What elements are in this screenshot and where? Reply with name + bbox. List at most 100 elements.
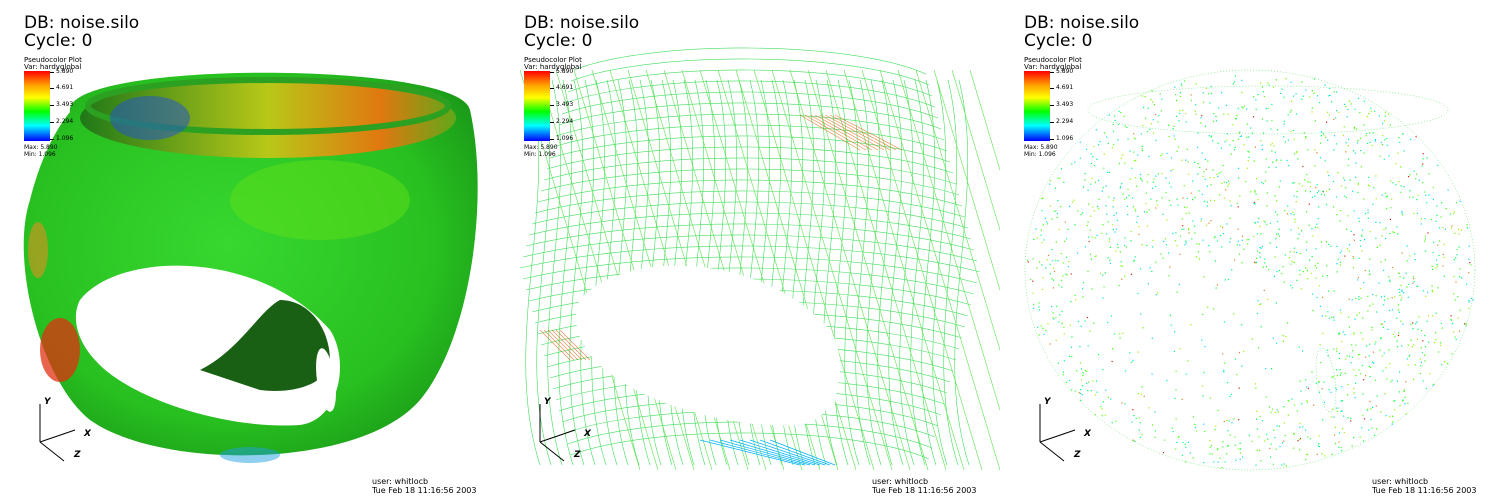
mesh-point xyxy=(1259,256,1261,258)
mesh-point xyxy=(1140,393,1142,395)
mesh-point xyxy=(1161,173,1163,175)
wire-line xyxy=(573,47,927,75)
mesh-point xyxy=(1231,422,1233,424)
mesh-point xyxy=(1363,440,1365,442)
mesh-point xyxy=(1346,248,1349,250)
mesh-point xyxy=(1157,121,1159,123)
mesh-point xyxy=(1070,301,1072,303)
mesh-point xyxy=(1188,232,1190,234)
mesh-point xyxy=(1267,298,1269,300)
wire-line xyxy=(567,69,933,97)
mesh-point xyxy=(1349,179,1351,181)
mesh-point xyxy=(1360,149,1362,152)
mesh-point xyxy=(1260,82,1262,84)
mesh-point xyxy=(1152,246,1154,248)
mesh-point xyxy=(1401,290,1403,292)
mesh-point xyxy=(1281,464,1283,466)
mesh-point xyxy=(1226,445,1229,447)
mesh-point xyxy=(1169,266,1171,268)
mesh-point xyxy=(1299,253,1301,255)
mesh-point xyxy=(1141,434,1143,436)
mesh-point xyxy=(1287,322,1289,324)
mesh-point xyxy=(1239,452,1241,454)
mesh-point xyxy=(1316,184,1318,186)
mesh-point xyxy=(1253,96,1255,98)
mesh-point xyxy=(1235,358,1237,360)
database-title: DB: noise.silo xyxy=(24,13,140,33)
mesh-point xyxy=(1218,107,1220,109)
mesh-point xyxy=(1368,429,1370,431)
mesh-point xyxy=(1350,103,1352,105)
mesh-point xyxy=(1367,408,1369,410)
mesh-point xyxy=(1398,137,1400,139)
mesh-point xyxy=(1318,435,1320,437)
mesh-point xyxy=(1056,216,1058,219)
wire-line xyxy=(570,58,930,86)
mesh-point xyxy=(1066,238,1068,240)
mesh-point xyxy=(1246,136,1248,138)
mesh-point xyxy=(1347,383,1349,386)
render-scene[interactable] xyxy=(1000,0,1500,500)
mesh-point xyxy=(1226,382,1229,384)
wire-diagonal xyxy=(825,69,947,471)
mesh-point xyxy=(1101,232,1103,234)
mesh-point xyxy=(1298,449,1301,451)
mesh-point xyxy=(1119,187,1121,189)
render-scene[interactable] xyxy=(500,0,1000,500)
mesh-point xyxy=(1213,177,1215,179)
mesh-point xyxy=(1395,163,1397,165)
mesh-point xyxy=(1367,212,1369,214)
wire-line xyxy=(899,79,915,466)
mesh-point xyxy=(1296,251,1298,253)
mesh-point xyxy=(1367,310,1369,312)
mesh-point xyxy=(1241,239,1243,241)
mesh-point xyxy=(1071,336,1073,338)
mesh-point xyxy=(1413,378,1415,380)
mesh-point xyxy=(1271,119,1273,121)
mesh-point xyxy=(1152,424,1154,426)
mesh-point xyxy=(1339,369,1341,371)
mesh-point xyxy=(1287,414,1289,416)
mesh-point xyxy=(1080,214,1082,216)
cycle-label: Cycle: 0 xyxy=(524,31,593,51)
mesh-point xyxy=(1294,404,1296,406)
mesh-point xyxy=(1246,123,1248,125)
mesh-point xyxy=(1195,256,1197,258)
mesh-point xyxy=(1353,234,1355,236)
mesh-point xyxy=(1109,171,1111,173)
wire-line xyxy=(613,79,629,466)
mesh-point xyxy=(1469,262,1471,264)
mesh-point xyxy=(1101,415,1103,417)
mesh-point xyxy=(1376,246,1378,248)
mesh-point xyxy=(1354,108,1356,110)
mesh-point xyxy=(1318,446,1320,448)
mesh-point xyxy=(1441,202,1443,204)
mesh-point xyxy=(1348,298,1350,300)
mesh-point xyxy=(1302,95,1304,97)
mesh-point xyxy=(1384,192,1386,194)
mesh-point xyxy=(1376,428,1378,430)
mesh-point xyxy=(1032,280,1034,282)
render-scene[interactable] xyxy=(0,0,500,500)
mesh-point xyxy=(1222,164,1224,167)
mesh-point xyxy=(1372,303,1374,305)
mesh-point xyxy=(1128,194,1130,197)
mesh-point xyxy=(1318,285,1320,287)
legend-tick-label: 3.493 xyxy=(556,101,574,108)
mesh-point xyxy=(1435,259,1438,261)
wire-line xyxy=(932,79,948,466)
mesh-point xyxy=(1205,87,1207,89)
wire-line xyxy=(591,79,607,466)
mesh-point xyxy=(1396,340,1398,342)
mesh-point xyxy=(1117,123,1120,125)
mesh-point xyxy=(1055,241,1057,243)
mesh-point xyxy=(1339,332,1341,334)
mesh-point xyxy=(1315,187,1317,189)
mesh-point xyxy=(1261,149,1263,151)
mesh-point xyxy=(1309,191,1311,193)
mesh-point xyxy=(1355,162,1357,164)
mesh-point xyxy=(1440,322,1442,324)
legend-tick-mark xyxy=(1050,88,1054,89)
mesh-point xyxy=(1094,414,1096,416)
legend-max-value: Max: 5.890 xyxy=(1024,144,1058,151)
